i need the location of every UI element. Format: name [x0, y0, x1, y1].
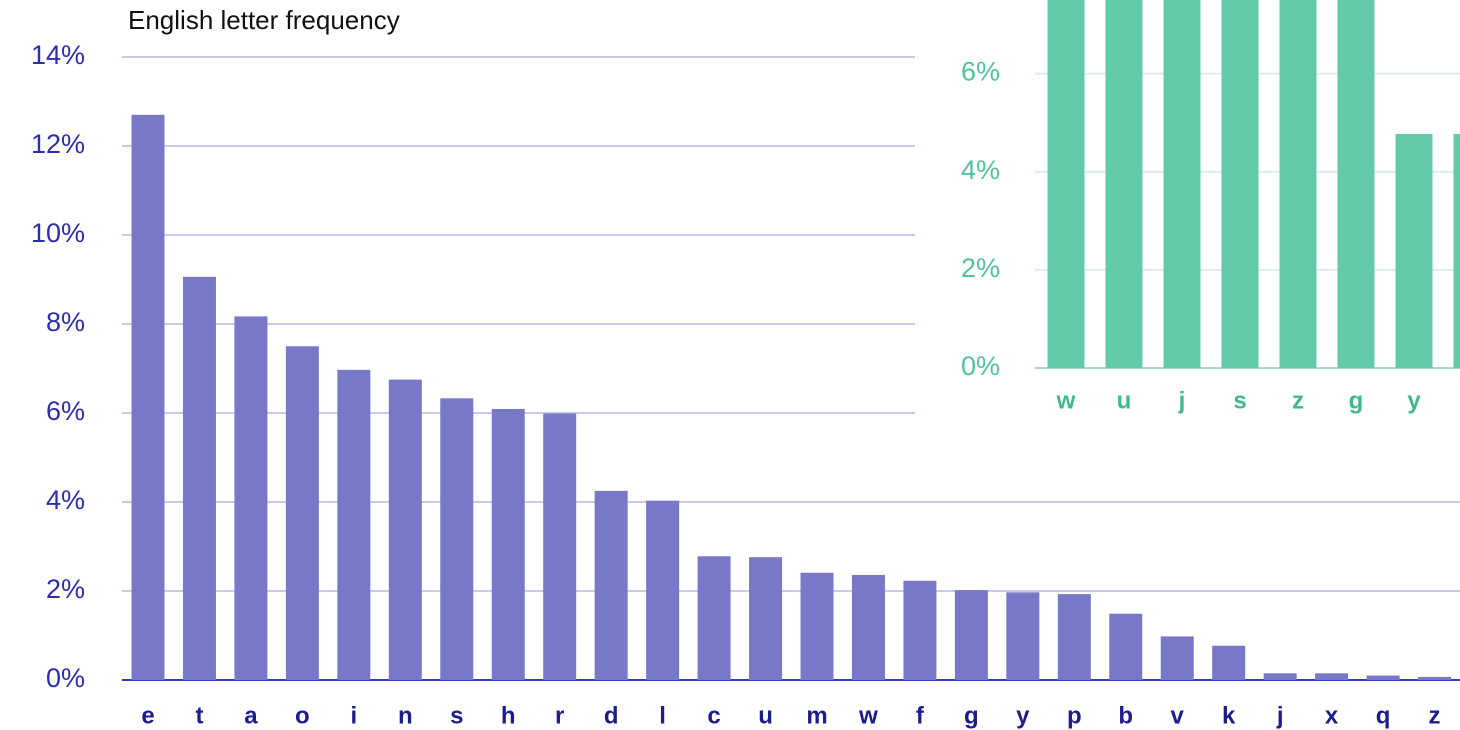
x-tick-label: n — [398, 702, 413, 729]
x-tick-label: e — [141, 702, 154, 729]
bar — [1221, 0, 1259, 368]
bar — [543, 413, 577, 680]
x-tick-label: u — [758, 702, 773, 729]
x-tick-label: y — [1407, 387, 1421, 414]
bar — [1212, 645, 1246, 680]
bar — [1366, 675, 1400, 680]
x-tick-label: f — [916, 702, 925, 729]
bar — [285, 346, 319, 680]
x-tick-label: m — [806, 702, 827, 729]
bar — [491, 408, 525, 680]
y-tick-label: 2% — [961, 253, 1000, 283]
y-tick-label: 10% — [31, 218, 85, 248]
inset-chart: 0% 2% 4% 6% w u j s z g y — [961, 0, 1460, 414]
bar — [388, 379, 422, 680]
bar — [1315, 673, 1349, 680]
y-tick-label: 8% — [46, 307, 85, 337]
bar — [1160, 636, 1194, 680]
x-tick-label: l — [659, 702, 666, 729]
bar — [1279, 0, 1317, 368]
x-tick-label: h — [501, 702, 516, 729]
x-tick-label: b — [1118, 702, 1133, 729]
x-tick-label: c — [707, 702, 720, 729]
bar — [131, 114, 165, 681]
x-tick-label: y — [1016, 702, 1030, 729]
x-tick-label: o — [295, 702, 310, 729]
bar — [1057, 594, 1091, 680]
bar — [1263, 673, 1297, 680]
x-tick-label: u — [1117, 387, 1132, 414]
x-tick-label: i — [351, 702, 358, 729]
bar — [1105, 0, 1143, 368]
x-tick-label: g — [964, 702, 979, 729]
bar — [1418, 676, 1452, 680]
bar — [440, 398, 474, 680]
bar — [1047, 0, 1085, 368]
bar — [646, 500, 680, 680]
x-tick-label: w — [1056, 387, 1076, 414]
bar — [1453, 133, 1460, 368]
x-tick-label: r — [555, 702, 564, 729]
bar — [697, 556, 731, 680]
bar — [800, 572, 834, 680]
x-tick-label: g — [1349, 387, 1364, 414]
x-tick-label: p — [1067, 702, 1082, 729]
bar — [1109, 613, 1143, 680]
y-tick-label: 0% — [961, 351, 1000, 381]
x-tick-label: z — [1429, 702, 1441, 729]
bar — [594, 490, 628, 680]
x-tick-label: v — [1171, 702, 1185, 729]
bar — [1395, 133, 1433, 368]
bar — [749, 557, 783, 680]
bar — [903, 580, 937, 680]
chart-title: English letter frequency — [128, 5, 400, 35]
x-tick-label: k — [1222, 702, 1236, 729]
bar — [1337, 0, 1375, 368]
y-tick-label: 4% — [46, 485, 85, 515]
bar — [234, 316, 268, 680]
x-tick-label: x — [1325, 702, 1339, 729]
x-tick-label: t — [195, 702, 203, 729]
y-tick-label: 6% — [46, 396, 85, 426]
x-tick-label: w — [858, 702, 878, 729]
x-tick-label: j — [1178, 387, 1186, 414]
x-tick-label: j — [1276, 702, 1284, 729]
y-tick-label: 6% — [961, 57, 1000, 87]
y-tick-label: 0% — [46, 663, 85, 693]
bar — [1163, 0, 1201, 368]
bar — [954, 590, 988, 680]
bar — [851, 574, 885, 680]
x-tick-label: z — [1292, 387, 1304, 414]
x-tick-label: s — [450, 702, 463, 729]
bar — [337, 369, 371, 680]
x-tick-label: a — [244, 702, 258, 729]
y-tick-label: 4% — [961, 155, 1000, 185]
bar — [182, 276, 216, 680]
y-tick-label: 14% — [31, 40, 85, 70]
x-tick-label: q — [1376, 702, 1391, 729]
x-tick-label: d — [604, 702, 619, 729]
x-tick-label: s — [1233, 387, 1246, 414]
y-tick-label: 2% — [46, 574, 85, 604]
bar — [1006, 592, 1040, 680]
y-tick-label: 12% — [31, 129, 85, 159]
